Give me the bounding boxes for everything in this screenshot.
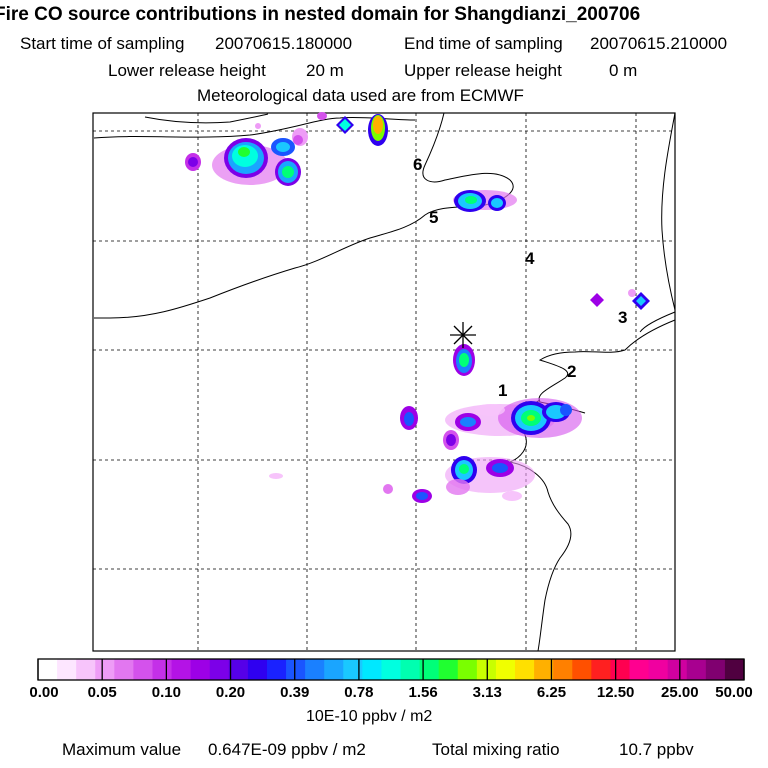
colorbar-swatch [190, 659, 211, 680]
map-frame [92, 112, 676, 652]
colorbar-swatch [553, 659, 573, 680]
colorbar-tick-label: 0.05 [87, 684, 117, 701]
region-label-2: 2 [567, 362, 576, 381]
colorbar-swatch [305, 659, 325, 680]
colorbar-swatch [266, 659, 287, 680]
colorbar [38, 659, 745, 680]
colorbar-tick-label: 12.50 [596, 684, 635, 701]
region-label-4: 4 [525, 249, 535, 268]
region-label-5: 5 [429, 208, 438, 227]
colorbar-tick-label: 6.25 [536, 684, 567, 701]
colorbar-swatch [152, 659, 173, 680]
colorbar-swatch [534, 659, 554, 680]
colorbar-swatch [419, 659, 440, 680]
region-label-1: 1 [498, 381, 507, 400]
colorbar-swatch [515, 659, 535, 680]
colorbar-units: 10E-10 ppbv / m2 [306, 708, 433, 725]
colorbar-tick-label: 50.00 [715, 684, 753, 701]
colorbar-tick-label: 0.00 [29, 684, 59, 701]
coastline-borders [93, 112, 676, 652]
end-time-label: End time of sampling [404, 34, 563, 53]
receptor-station-marker [450, 322, 476, 348]
colorbar-swatch [591, 659, 612, 680]
colorbar-swatch [57, 659, 77, 680]
end-time-value: 20070615.210000 [590, 34, 728, 53]
colorbar-swatch [228, 659, 249, 680]
colorbar-tick-label: 3.13 [472, 684, 502, 701]
colorbar-swatch [572, 659, 592, 680]
colorbar-swatch [324, 659, 344, 680]
colorbar-swatch [457, 659, 478, 680]
met-data-source: Meteorological data used are from ECMWF [197, 86, 524, 105]
max-value-label: Maximum value [62, 740, 182, 759]
colorbar-swatch [247, 659, 268, 680]
colorbar-swatch [686, 659, 707, 680]
colorbar-swatch [362, 659, 383, 680]
colorbar-swatch [95, 659, 115, 680]
colorbar-swatch [648, 659, 669, 680]
map-title: Fire CO source contributions in nested d… [0, 4, 641, 25]
lower-release-value: 20 m [306, 61, 344, 80]
colorbar-swatch [76, 659, 96, 680]
total-mixing-ratio-label: Total mixing ratio [432, 740, 560, 759]
co-concentration-plumes [185, 112, 650, 503]
colorbar-swatch [38, 659, 58, 680]
colorbar-swatch [438, 659, 459, 680]
colorbar-swatch [705, 659, 726, 680]
colorbar-tick-label: 25.00 [661, 684, 699, 701]
colorbar-swatch [209, 659, 230, 680]
colorbar-tick-label: 0.39 [280, 684, 310, 701]
region-label-6: 6 [413, 155, 422, 174]
colorbar-swatch [724, 659, 745, 680]
max-value: 0.647E-09 ppbv / m2 [208, 740, 366, 759]
colorbar-swatch [114, 659, 135, 680]
colorbar-swatch [667, 659, 688, 680]
colorbar-swatch [610, 659, 631, 680]
start-time-value: 20070615.180000 [215, 34, 353, 53]
colorbar-ticks [37, 659, 745, 680]
lower-release-label: Lower release height [108, 61, 266, 80]
colorbar-swatch [495, 659, 516, 680]
upper-release-value: 0 m [609, 61, 638, 80]
colorbar-tick-label: 0.78 [344, 684, 374, 701]
colorbar-swatch [171, 659, 192, 680]
start-time-label: Start time of sampling [20, 34, 185, 53]
colorbar-tick-label: 0.10 [151, 684, 181, 701]
colorbar-swatch [133, 659, 154, 680]
colorbar-swatch [343, 659, 363, 680]
colorbar-swatch [286, 659, 306, 680]
colorbar-swatch [400, 659, 421, 680]
upper-release-label: Upper release height [404, 61, 562, 80]
total-mixing-ratio-value: 10.7 ppbv [619, 740, 694, 759]
region-label-3: 3 [618, 308, 627, 327]
colorbar-swatch [381, 659, 402, 680]
colorbar-tick-label: 0.20 [215, 684, 246, 701]
colorbar-tick-label: 1.56 [408, 684, 438, 701]
colorbar-swatch [629, 659, 650, 680]
